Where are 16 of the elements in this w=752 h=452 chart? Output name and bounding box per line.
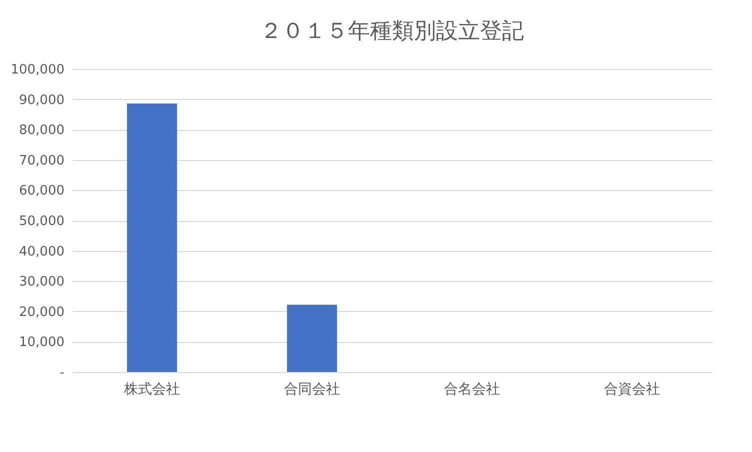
- x-tick-label: 合名会社: [444, 382, 500, 398]
- y-tick-label: 10,000: [19, 335, 64, 350]
- y-tick-label: 20,000: [19, 304, 64, 320]
- chart-title: ２０１５年種類別設立登記: [260, 19, 524, 44]
- x-tick-label: 合資会社: [604, 382, 660, 398]
- x-tick-label: 株式会社: [123, 382, 180, 398]
- y-tick-label: 40,000: [19, 244, 64, 260]
- x-tick-label: 合同会社: [284, 382, 340, 398]
- y-tick-label: 80,000: [19, 123, 64, 138]
- y-tick-label: 50,000: [19, 214, 64, 229]
- y-tick-label: 30,000: [19, 274, 64, 290]
- y-tick-label: 90,000: [19, 92, 64, 108]
- y-tick-label: 60,000: [19, 184, 64, 199]
- y-tick-label: 70,000: [19, 153, 64, 168]
- y-tick-label: -: [60, 366, 65, 380]
- y-tick-label: 100,000: [10, 62, 64, 78]
